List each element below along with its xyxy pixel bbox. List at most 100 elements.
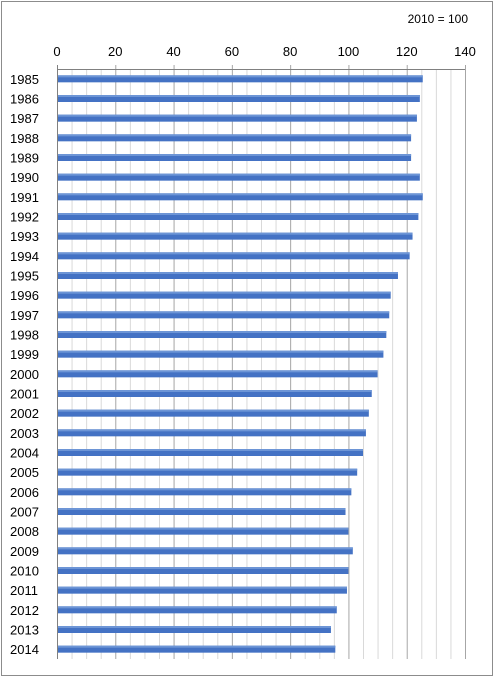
category-label: 1995: [10, 269, 39, 284]
category-label: 1996: [10, 288, 39, 303]
bar-1998: [58, 331, 387, 338]
bar-1987: [58, 114, 417, 122]
bar-highlight-2011: [58, 586, 347, 589]
bar-2006: [58, 488, 352, 496]
bar-2010: [58, 567, 349, 574]
category-label: 1988: [10, 131, 39, 146]
bar-1986: [58, 95, 420, 102]
x-tick-label: 140: [454, 44, 476, 59]
bar-highlight-2003: [58, 429, 366, 432]
category-label: 1990: [10, 170, 39, 185]
bar-highlight-1988: [58, 134, 412, 137]
bar-highlight-2005: [58, 468, 358, 471]
bar-1990: [58, 173, 420, 181]
bar-highlight-2006: [58, 488, 352, 491]
bar-highlight-2012: [58, 606, 337, 609]
bar-highlight-1986: [58, 95, 420, 97]
bar-2000: [58, 370, 378, 378]
category-label: 1991: [10, 190, 39, 205]
bar-1988: [58, 134, 412, 142]
bar-highlight-1990: [58, 173, 420, 176]
bar-highlight-1994: [58, 252, 410, 255]
category-label: 1985: [10, 72, 39, 87]
category-label: 2014: [10, 642, 39, 657]
bar-highlight-1999: [58, 350, 384, 353]
bar-highlight-2000: [58, 370, 378, 373]
bar-highlight-2014: [58, 645, 336, 648]
chart-annotation: 2010 = 100: [408, 12, 469, 26]
x-tick-label: 40: [166, 44, 180, 59]
category-label: 2011: [10, 583, 38, 598]
category-label: 1999: [10, 347, 39, 362]
x-tick-label: 60: [225, 44, 239, 59]
bar-highlight-1995: [58, 272, 398, 274]
bar-highlight-2010: [58, 567, 349, 569]
category-label: 2001: [10, 387, 39, 402]
bar-highlight-1985: [58, 75, 423, 78]
bar-2009: [58, 547, 353, 555]
bar-2012: [58, 606, 337, 614]
x-axis-ticks: 0 20 40 60 80 100 120 140: [53, 44, 475, 59]
bar-1991: [58, 193, 423, 201]
x-tick-label: 0: [53, 44, 60, 59]
bar-highlight-2001: [58, 390, 372, 392]
category-label: 1986: [10, 92, 39, 107]
bar-1995: [58, 272, 398, 279]
x-tick-label: 80: [283, 44, 297, 59]
bar-2001: [58, 390, 372, 397]
x-tick-label: 120: [396, 44, 418, 59]
category-label: 1998: [10, 328, 39, 343]
bar-1985: [58, 75, 423, 83]
gridlines: [57, 65, 466, 659]
bar-2011: [58, 586, 347, 594]
bar-highlight-1989: [58, 154, 412, 156]
x-tick-label: 20: [108, 44, 122, 59]
bar-1993: [58, 232, 413, 240]
bar-highlight-2002: [58, 409, 369, 412]
bar-2005: [58, 468, 358, 476]
bar-2008: [58, 527, 349, 535]
category-label: 1993: [10, 229, 39, 244]
bar-highlight-2009: [58, 547, 353, 550]
bar-highlight-2008: [58, 527, 349, 530]
category-label: 1989: [10, 151, 39, 166]
bar-highlight-2007: [58, 508, 346, 510]
bar-highlight-1987: [58, 114, 417, 117]
bar-2002: [58, 409, 369, 417]
bars: [58, 75, 423, 653]
bar-1989: [58, 154, 412, 161]
bar-2004: [58, 449, 363, 456]
bar-1992: [58, 213, 419, 220]
category-label: 1992: [10, 210, 39, 225]
category-label: 2002: [10, 406, 39, 421]
bar-highlight-2004: [58, 449, 363, 451]
bar-1996: [58, 291, 391, 299]
bar-highlight-1991: [58, 193, 423, 196]
category-label: 2003: [10, 426, 39, 441]
category-label: 2006: [10, 485, 39, 500]
bar-highlight-1993: [58, 232, 413, 235]
category-label: 1994: [10, 249, 39, 264]
bar-1994: [58, 252, 410, 260]
bar-highlight-1997: [58, 311, 390, 314]
bar-highlight-2013: [58, 626, 331, 628]
bar-highlight-1998: [58, 331, 387, 333]
bar-2013: [58, 626, 331, 633]
x-tick-label: 100: [338, 44, 360, 59]
category-label: 2005: [10, 465, 39, 480]
bar-2003: [58, 429, 366, 437]
bar-1997: [58, 311, 390, 319]
category-label: 2004: [10, 446, 39, 461]
category-label: 2007: [10, 505, 39, 520]
category-label: 2008: [10, 524, 39, 539]
category-label: 2009: [10, 544, 39, 559]
bar-2007: [58, 508, 346, 515]
category-label: 2012: [10, 603, 39, 618]
bar-2014: [58, 645, 336, 653]
category-label: 2013: [10, 623, 39, 638]
bar-highlight-1996: [58, 291, 391, 294]
category-label: 1997: [10, 308, 39, 323]
category-label: 2010: [10, 564, 39, 579]
